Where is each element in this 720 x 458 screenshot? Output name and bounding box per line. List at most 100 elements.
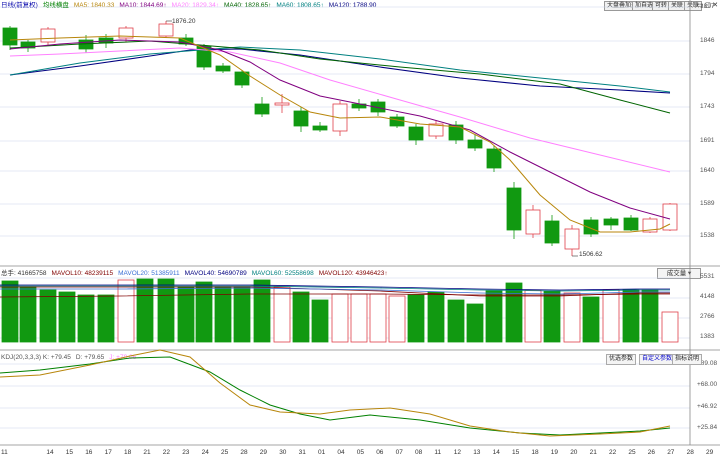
volume-bar [602,289,620,343]
volume-bar [58,291,76,343]
price-tick-label: 1538 [700,232,715,239]
indicator-button-0[interactable]: 优选参数 [606,354,637,365]
volume-bar [407,294,425,343]
ma120-line [9,48,671,94]
indicator-button-1[interactable]: 自定义参数 [639,354,676,365]
ma60-line [9,46,671,93]
price-tick-label: 1589 [700,200,715,207]
vol-legend-item: MAVOL120: 43946423↑ [318,270,388,277]
date-tick-label: 28 [240,449,248,456]
mavol20-line [0,287,670,295]
candle-body [40,28,56,43]
dropdown-label: 成交量 [666,270,687,277]
ma-legend-item: MA5: 1840.33 [73,2,115,9]
candle-body [506,187,522,231]
ma-legend-item: MA60: 1808.65↑ [276,2,324,9]
price-tick-label: 1743 [700,103,715,110]
vol-legend-item: MAVOL60: 52558698 [251,270,314,277]
volume-bar [350,293,368,343]
date-tick-label: 15 [512,449,520,456]
restore-icon[interactable]: ▢ [704,2,712,9]
date-tick-label: 22 [162,449,171,456]
volume-bar [97,294,115,343]
mavol60-line [0,285,670,292]
price-tick-label: 1794 [700,70,715,77]
volume-bar [524,289,542,343]
candle-body [312,125,328,131]
volume-bar [388,295,406,343]
date-tick-label: 13 [473,449,481,456]
volume-bar [77,294,95,343]
date-tick-label: 05 [356,449,365,456]
mavol10-line [0,286,670,297]
kdj-d-line [0,349,671,437]
price-tick-label: 1846 [700,37,715,44]
candle-body [215,65,231,72]
candle-body [2,27,18,46]
kdj-tick-label: +46.92 [697,403,718,410]
date-tick-label: 31 [298,449,306,456]
close-icon[interactable]: ✕ [712,2,719,9]
ma-legend-item: MA10: 1844.69↑ [119,2,167,9]
date-tick-label: 30 [279,449,287,456]
vol-legend-item: 总手: 41665758 [1,270,47,277]
ma5-line [9,35,671,233]
ma20-line [9,47,671,173]
window-icons: ▭▢✕ [697,1,719,9]
volume-bar [427,291,445,343]
date-tick-label: 19 [550,449,559,456]
volume-bar [543,290,561,343]
date-tick-label: 11 [434,449,442,456]
vol-legend-item: MAVOL40: 54690789 [184,270,247,277]
date-tick-label: 25 [221,449,229,456]
indicator-button-2[interactable]: 指标说明 [672,354,703,365]
volume-bar [157,278,175,343]
date-tick-label: 01 [318,449,326,456]
date-tick-label: 25 [628,449,636,456]
minimize-icon[interactable]: ▭ [697,2,704,9]
main-chart-legend: 日线(前复权) 均线横盘 MA5: 1840.33 MA10: 1844.69↑ MA2… [1,1,381,10]
date-tick-label: 08 [415,449,423,456]
volume-bar [641,289,659,343]
volume-bar [136,278,154,343]
candle-body [118,27,134,39]
date-tick-label: 21 [143,449,151,456]
volume-tick-label: 4148 [700,293,715,300]
date-tick-label: 12 [453,449,462,456]
high-annotation: 1876.20 [172,18,196,25]
date-tick-label: 04 [337,449,345,456]
candle-body [78,39,94,50]
volume-bar [195,281,213,343]
ma10-line [9,39,671,220]
volume-bar [292,291,310,343]
ma-legend-item: MA40: 1828.65↑ [224,2,272,9]
kdj-k-line [0,356,671,436]
volume-bar [622,289,640,343]
date-tick-label: 24 [201,449,209,456]
ma40-line [9,40,671,114]
price-tick-label: 1640 [700,167,715,174]
volume-legend: 总手: 41665758 MAVOL10: 48239115 MAVOL20: 51… [1,269,393,278]
volume-bar [273,286,291,343]
candle-body [486,148,502,169]
date-tick-label: 06 [376,449,384,456]
candle-body [370,101,386,113]
candle-body [196,45,212,68]
candle-body [603,218,619,226]
candle-body [254,103,270,115]
volume-bar [369,293,387,343]
candle-body [583,219,599,235]
date-tick-label: 21 [589,449,597,456]
candle-body [467,139,483,149]
candle-body [448,124,464,141]
legend-prefix: 日线(前复权) [1,2,38,9]
toolbar-button-4[interactable]: 关联 [684,1,703,11]
candle-body [544,220,560,244]
kdj-tick-label: +89.08 [697,360,718,367]
candle-body [293,110,309,127]
date-tick-label: 11 [1,449,8,456]
candle-body [642,218,658,233]
volume-bar [447,299,465,343]
candle-body [274,102,290,106]
